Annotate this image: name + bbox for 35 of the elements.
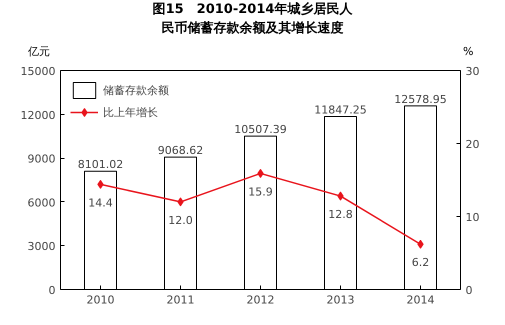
y2-tick-label: 0 xyxy=(466,284,472,297)
data-label: 6.2 xyxy=(412,256,430,270)
y2-tick-label: 10 xyxy=(466,211,480,224)
data-label: 12.0 xyxy=(168,214,193,227)
x-tick-label: 2012 xyxy=(246,294,275,306)
x-tick-label: 2014 xyxy=(406,294,435,306)
y-axis-title: 亿元 xyxy=(28,44,50,60)
data-label: 10507.39 xyxy=(234,123,287,136)
data-label: 9068.62 xyxy=(158,144,204,158)
point xyxy=(337,192,344,201)
y-tick-label: 15000 xyxy=(20,65,56,78)
data-label: 12578.95 xyxy=(394,92,447,106)
legend-label: 储蓄存款余额 xyxy=(103,82,169,98)
y2-tick-label: 20 xyxy=(466,138,480,151)
y-tick-label: 12000 xyxy=(20,108,56,122)
data-label: 8101.02 xyxy=(78,158,124,172)
data-label: 14.4 xyxy=(88,196,113,210)
data-label: 15.9 xyxy=(248,185,273,198)
y-tick-label: 9000 xyxy=(28,152,56,166)
point xyxy=(97,180,104,189)
data-label: 12.8 xyxy=(328,208,353,222)
y-tick-label: 6000 xyxy=(28,196,56,210)
data-label: 11847.25 xyxy=(314,104,367,117)
point xyxy=(417,240,424,249)
chart-title: 图15 2010-2014年城乡居民人民币储蓄存款余额及其增长速度 xyxy=(152,1,353,38)
y2-tick-label: 30 xyxy=(466,65,480,78)
point xyxy=(257,168,264,178)
point xyxy=(177,197,184,206)
y-tick-label: 0 xyxy=(48,284,56,297)
x-tick-label: 2010 xyxy=(86,294,115,306)
legend-label: 比上年增长 xyxy=(103,104,158,120)
y2-axis-title: % xyxy=(463,44,474,60)
y-tick-label: 3000 xyxy=(28,240,56,254)
x-tick-label: 2013 xyxy=(326,294,355,306)
x-tick-label: 2011 xyxy=(166,294,195,306)
